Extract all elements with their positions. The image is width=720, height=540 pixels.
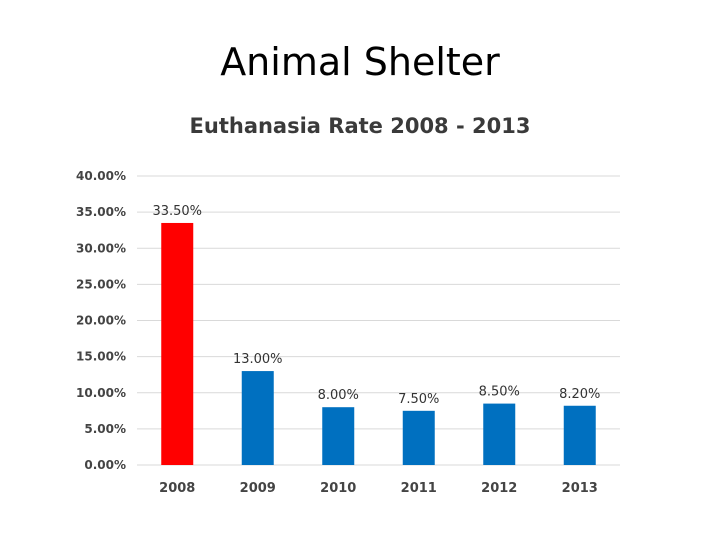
chart-title: Euthanasia Rate 2008 - 2013 xyxy=(189,114,531,138)
bar-2009 xyxy=(241,371,274,465)
data-label-2010: 8.00% xyxy=(318,388,359,403)
x-tick-label-2013: 2013 xyxy=(562,481,598,496)
y-tick-label: 40.00% xyxy=(76,169,126,183)
y-tick-label: 20.00% xyxy=(76,314,126,328)
y-tick-label: 10.00% xyxy=(76,386,126,400)
x-tick-label-2010: 2010 xyxy=(320,481,356,496)
bar-2013 xyxy=(563,405,596,465)
bar-2012 xyxy=(483,403,516,465)
data-label-2009: 13.00% xyxy=(233,352,283,367)
slide-title: Animal Shelter xyxy=(220,40,500,84)
data-label-2008: 33.50% xyxy=(152,204,202,219)
y-tick-label: 35.00% xyxy=(76,205,126,219)
y-tick-label: 5.00% xyxy=(84,422,126,436)
bar-2008 xyxy=(161,222,194,465)
data-label-2011: 7.50% xyxy=(398,392,439,407)
bar-2011 xyxy=(402,410,435,465)
y-tick-label: 15.00% xyxy=(76,350,126,364)
y-tick-label: 0.00% xyxy=(84,458,126,472)
x-tick-label-2008: 2008 xyxy=(159,481,195,496)
x-tick-label-2011: 2011 xyxy=(401,481,437,496)
x-tick-label-2009: 2009 xyxy=(240,481,276,496)
bar-2010 xyxy=(322,407,355,465)
x-tick-label-2012: 2012 xyxy=(481,481,517,496)
y-tick-label: 25.00% xyxy=(76,277,126,291)
data-label-2013: 8.20% xyxy=(559,387,600,402)
data-label-2012: 8.50% xyxy=(479,385,520,400)
y-tick-label: 30.00% xyxy=(76,241,126,255)
